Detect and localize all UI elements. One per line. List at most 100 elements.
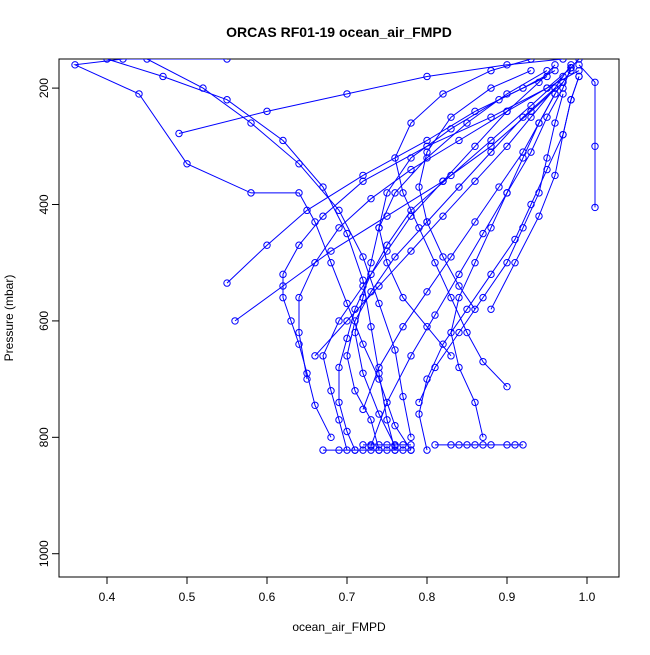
data-point — [471, 441, 479, 449]
data-point — [359, 276, 367, 284]
data-point — [247, 119, 255, 127]
x-tick-label: 0.8 — [419, 590, 436, 604]
data-point — [391, 346, 399, 354]
data-point — [463, 305, 471, 313]
data-point — [359, 369, 367, 377]
data-point — [375, 224, 383, 232]
data-point — [399, 446, 407, 454]
data-point — [223, 279, 231, 287]
data-point — [543, 154, 551, 162]
data-point — [575, 72, 583, 81]
data-point — [407, 352, 415, 360]
data-point — [327, 259, 335, 267]
series-21 — [319, 446, 415, 454]
data-point — [335, 317, 343, 325]
data-point — [335, 206, 343, 215]
data-point — [519, 148, 527, 156]
data-point — [335, 398, 343, 407]
data-point — [375, 441, 383, 449]
data-point — [367, 259, 375, 267]
x-tick-label: 0.7 — [339, 590, 356, 604]
data-point — [295, 189, 303, 197]
data-point — [567, 96, 575, 104]
data-point — [503, 142, 511, 151]
data-point — [343, 427, 351, 436]
data-point — [455, 136, 463, 145]
data-point — [303, 206, 311, 215]
data-point — [527, 66, 535, 75]
data-point — [455, 363, 463, 372]
data-point — [391, 446, 399, 454]
data-point — [231, 317, 239, 325]
series-layer — [71, 59, 599, 454]
data-point — [407, 165, 415, 174]
data-point — [439, 340, 447, 348]
data-point — [487, 113, 495, 121]
data-point — [431, 259, 439, 267]
x-axis-label: ocean_air_FMPD — [292, 620, 386, 634]
data-point — [447, 441, 455, 449]
data-point — [503, 189, 511, 197]
data-point — [423, 72, 431, 81]
data-point — [471, 398, 479, 407]
data-point — [423, 323, 431, 331]
data-point — [591, 203, 599, 212]
data-point — [367, 323, 375, 331]
data-point — [455, 270, 463, 279]
series-line — [418, 93, 564, 403]
series-12 — [175, 59, 567, 138]
data-point — [359, 441, 367, 449]
x-tick-label: 0.6 — [259, 590, 276, 604]
data-point — [511, 441, 519, 449]
data-point — [423, 142, 431, 151]
data-point — [399, 323, 407, 331]
series-17 — [343, 84, 559, 454]
data-point — [351, 446, 359, 454]
data-point — [375, 282, 383, 290]
data-point — [503, 259, 511, 267]
data-point — [383, 441, 391, 449]
data-point — [367, 270, 375, 279]
data-point — [359, 177, 367, 185]
data-point — [367, 446, 375, 454]
y-axis-label: Pressure (mbar) — [2, 275, 16, 362]
data-point — [431, 363, 439, 372]
data-point — [551, 66, 559, 75]
series-24 — [295, 64, 575, 383]
data-point — [383, 241, 391, 249]
data-point — [511, 259, 519, 267]
series-9 — [575, 61, 599, 212]
data-point — [319, 352, 327, 360]
data-point — [463, 441, 471, 449]
data-point — [279, 136, 287, 145]
chart-title: ORCAS RF01-19 ocean_air_FMPD — [226, 24, 452, 40]
series-line — [418, 76, 580, 451]
data-point — [559, 78, 567, 86]
data-point — [471, 259, 479, 267]
data-point — [447, 293, 455, 302]
data-point — [455, 293, 463, 302]
data-point — [303, 375, 311, 383]
data-point — [519, 154, 527, 162]
data-point — [375, 299, 383, 308]
y-tick-label: 800 — [37, 427, 51, 447]
data-point — [487, 224, 495, 232]
data-point — [479, 229, 487, 238]
data-point — [487, 305, 495, 313]
data-point — [327, 387, 335, 395]
series-line — [346, 87, 556, 451]
data-point — [383, 446, 391, 454]
data-point — [439, 212, 447, 220]
data-point — [551, 90, 559, 98]
data-point — [423, 446, 431, 454]
data-point — [527, 148, 535, 156]
y-axis: 200 400 600 800 1000 — [37, 78, 59, 567]
data-point — [423, 288, 431, 296]
series-10 — [223, 66, 559, 287]
data-point — [567, 64, 575, 72]
data-point — [463, 328, 471, 337]
data-point — [287, 317, 295, 325]
data-point — [319, 446, 327, 454]
data-point — [479, 357, 487, 366]
data-point — [343, 90, 351, 98]
